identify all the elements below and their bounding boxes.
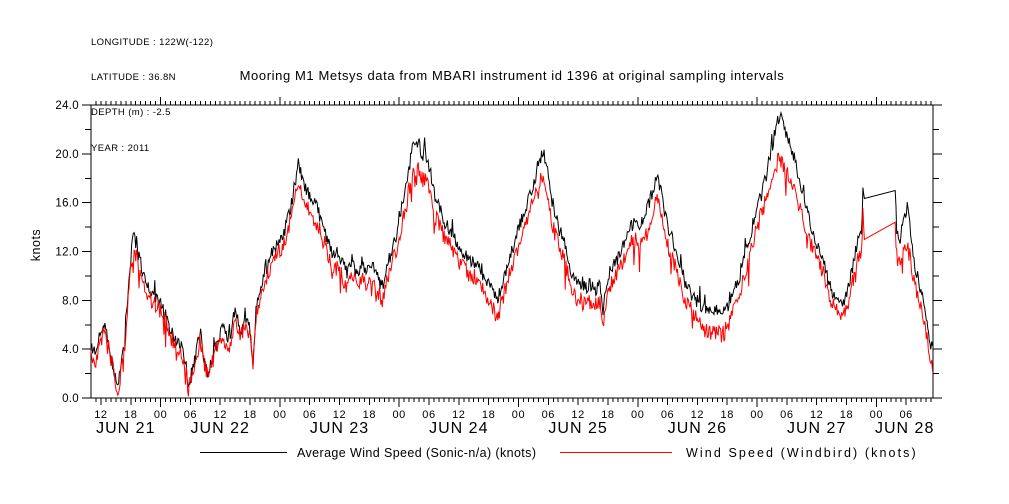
legend-swatch-sonic xyxy=(200,452,287,453)
x-day-label: JUN 26 xyxy=(668,420,727,437)
x-day-label: JUN 21 xyxy=(96,420,155,437)
x-hour-tick-label: 06 xyxy=(780,409,793,421)
x-hour-tick-label: 00 xyxy=(273,409,286,421)
y-tick-label: 16.0 xyxy=(55,198,79,210)
x-hour-tick-label: 12 xyxy=(333,409,346,421)
y-tick-label: 4.0 xyxy=(62,344,79,356)
longitude-label: LONGITUDE : 122W(-122) xyxy=(91,36,214,48)
y-tick-label: 20.0 xyxy=(55,149,79,161)
legend-label-sonic: Average Wind Speed (Sonic-n/a) (knots) xyxy=(297,446,537,460)
x-hour-tick-label: 18 xyxy=(363,409,376,421)
legend-swatch-windbird xyxy=(560,452,672,453)
series-line-windbird-wind xyxy=(90,152,933,397)
x-hour-tick-label: 06 xyxy=(661,409,674,421)
x-hour-tick-label: 12 xyxy=(691,409,704,421)
x-day-label: JUN 22 xyxy=(191,420,250,437)
x-hour-tick-label: 12 xyxy=(452,409,465,421)
x-day-label: JUN 28 xyxy=(875,420,934,437)
x-hour-tick-label: 06 xyxy=(184,409,197,421)
legend-label-windbird: Wind Speed (Windbird) (knots) xyxy=(686,446,918,460)
x-hour-tick-label: 18 xyxy=(482,409,495,421)
x-hour-tick-label: 00 xyxy=(154,409,167,421)
plot-frame xyxy=(90,104,934,399)
header-metadata: LONGITUDE : 122W(-122) LATITUDE : 36.8N … xyxy=(91,13,213,178)
latitude-label: LATITUDE : 36.8N xyxy=(91,71,176,83)
x-hour-tick-label: 18 xyxy=(601,409,614,421)
x-hour-tick-label: 00 xyxy=(512,409,525,421)
y-tick-label: 0.0 xyxy=(62,393,79,405)
x-hour-tick-label: 06 xyxy=(303,409,316,421)
x-hour-tick-label: 00 xyxy=(392,409,405,421)
x-hour-tick-label: 12 xyxy=(94,409,107,421)
x-hour-tick-label: 12 xyxy=(571,409,584,421)
x-hour-tick-label: 18 xyxy=(840,409,853,421)
year-label: YEAR : 2011 xyxy=(91,142,150,154)
x-day-label: JUN 23 xyxy=(310,420,369,437)
x-hour-tick-label: 12 xyxy=(214,409,227,421)
x-hour-tick-label: 06 xyxy=(899,409,912,421)
x-day-label: JUN 24 xyxy=(429,420,488,437)
y-tick-label: 12.0 xyxy=(55,247,79,259)
chart-title: Mooring M1 Metsys data from MBARI instru… xyxy=(239,68,785,83)
depth-label: DEPTH (m) : -2.5 xyxy=(91,107,171,119)
x-hour-tick-label: 18 xyxy=(124,409,137,421)
x-hour-tick-label: 12 xyxy=(810,409,823,421)
series-line-sonic-avg-wind xyxy=(90,110,933,388)
x-hour-tick-label: 00 xyxy=(631,409,644,421)
x-hour-tick-label: 18 xyxy=(721,409,734,421)
x-hour-tick-label: 00 xyxy=(870,409,883,421)
x-day-label: JUN 25 xyxy=(548,420,607,437)
x-hour-tick-label: 06 xyxy=(422,409,435,421)
x-hour-tick-label: 06 xyxy=(542,409,555,421)
x-hour-tick-label: 00 xyxy=(750,409,763,421)
x-day-label: JUN 27 xyxy=(787,420,846,437)
y-tick-label: 24.0 xyxy=(55,100,79,112)
x-hour-tick-label: 18 xyxy=(243,409,256,421)
y-tick-label: 8.0 xyxy=(62,295,79,307)
